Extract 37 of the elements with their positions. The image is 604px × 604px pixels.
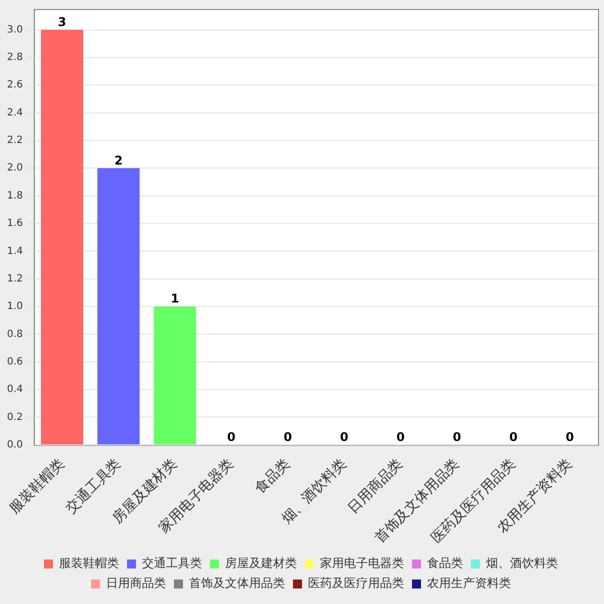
data-label: 0 [340, 430, 348, 444]
y-tick-label: 2.8 [6, 52, 23, 64]
legend-label: 首饰及文体用品类 [189, 576, 285, 590]
legend-label: 交通工具类 [142, 556, 202, 570]
y-tick-label: 2.2 [6, 135, 23, 146]
legend-label: 房屋及建材类 [225, 556, 297, 570]
y-tick-label: 0.2 [6, 412, 23, 423]
y-tick-label: 1.2 [6, 273, 23, 284]
data-label: 0 [284, 430, 292, 444]
legend-label: 食品类 [427, 556, 463, 570]
y-tick-label: 2.0 [6, 162, 23, 174]
legend-label: 农用生产资料类 [427, 576, 511, 590]
y-tick-label: 0.8 [6, 328, 23, 340]
data-label: 0 [509, 430, 518, 444]
data-label: 0 [396, 430, 405, 444]
y-tick-label: 1.0 [6, 301, 23, 312]
y-tick-label: 1.8 [6, 190, 23, 202]
y-tick-label: 3.0 [6, 24, 23, 36]
y-tick-label: 0.4 [6, 384, 23, 396]
legend-label: 日用商品类 [106, 576, 166, 590]
y-tick-label: 0.6 [6, 356, 23, 368]
data-label: 0 [566, 430, 574, 444]
x-tick-label: 食品类 [252, 456, 294, 497]
legend-label: 家用电子电器类 [320, 556, 404, 570]
legend-label: 医药及医疗用品类 [308, 576, 404, 590]
y-tick-label: 2.6 [6, 80, 23, 91]
data-label: 0 [452, 430, 462, 444]
legend-label: 服装鞋帽类 [59, 556, 119, 570]
data-label: 2 [114, 153, 123, 168]
y-tick-label: 1.6 [6, 218, 23, 230]
y-tick-label: 0.0 [6, 440, 23, 451]
y-tick-label: 2.4 [6, 107, 23, 118]
data-label: 3 [58, 14, 66, 29]
y-tick-label: 1.4 [6, 246, 23, 257]
data-label: 1 [170, 292, 180, 306]
legend-label: 烟、酒饮料类 [486, 556, 558, 570]
data-label: 0 [227, 430, 236, 444]
